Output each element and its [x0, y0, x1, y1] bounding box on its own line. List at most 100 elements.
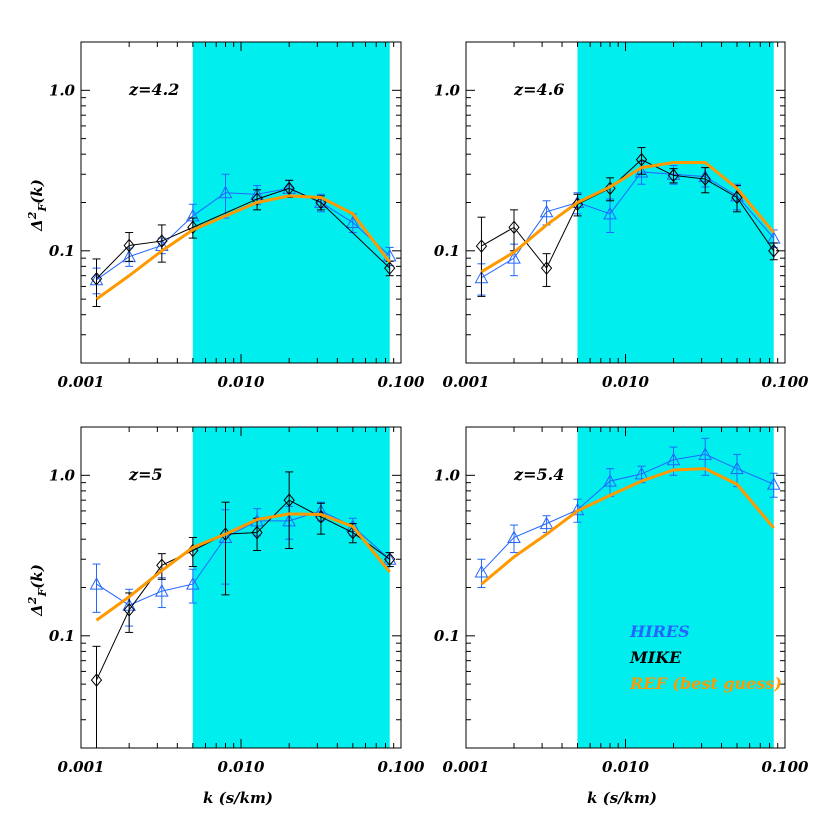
mike-point: [187, 220, 199, 235]
shaded-region: [192, 427, 390, 748]
mike-point: [156, 234, 168, 248]
mike-point: [283, 181, 295, 196]
y-tick-label: 1.0: [434, 466, 461, 484]
ylabel-tail: (k): [28, 564, 46, 589]
ylabel-main: Δ: [28, 219, 46, 232]
mike-point: [384, 552, 396, 567]
chart-panel: 0.001 0.010 0.100 0.1 1.0 z=4.2: [49, 41, 426, 391]
hires-point: [507, 530, 521, 543]
legend-ref: REF (best guess): [629, 674, 782, 693]
hires-point: [539, 204, 554, 218]
hires-point: [154, 584, 169, 597]
mike-point: [731, 190, 743, 205]
hires-point: [666, 452, 681, 466]
mike-point: [768, 244, 780, 258]
mike-point: [667, 168, 680, 183]
ref-line: [480, 161, 775, 274]
x-tick-label: 0.010: [602, 758, 650, 776]
hires-point: [730, 461, 744, 475]
svg-text:Δ2F(k): Δ2F(k): [26, 564, 49, 617]
hires-point: [89, 577, 104, 590]
mike-point: [90, 673, 103, 687]
hires-point: [698, 447, 713, 460]
chart-panel: 0.001 0.010 0.100 0.1 1.0 z=4.6: [434, 41, 810, 391]
hires-point: [218, 185, 233, 199]
y-tick-label: 0.1: [49, 627, 75, 645]
hires-point: [474, 564, 489, 578]
mike-point: [283, 493, 295, 507]
ylabel-tail: (k): [28, 179, 46, 204]
ylabel-main: Δ: [28, 604, 46, 617]
shaded-region: [577, 42, 774, 363]
shaded-region: [192, 42, 390, 363]
ylabel-sub: F: [36, 588, 49, 598]
y-tick-label: 1.0: [49, 81, 76, 99]
x-tick-label: 0.001: [443, 373, 490, 391]
ref-line: [95, 194, 391, 301]
x-tick-label: 0.010: [602, 373, 650, 391]
hires-line: [96, 510, 391, 606]
hires-point: [603, 474, 617, 487]
hires-point: [345, 215, 360, 229]
x-tick-label: 0.001: [443, 758, 490, 776]
svg-text:Δ2F(k): Δ2F(k): [26, 179, 49, 232]
hires-line: [481, 453, 774, 573]
y-tick-label: 1.0: [49, 466, 76, 484]
hires-point: [766, 477, 781, 490]
panel-label: z=4.2: [128, 80, 179, 99]
x-tick-label: 0.001: [58, 373, 105, 391]
ref-line: [480, 467, 775, 586]
y-tick-label: 0.1: [434, 627, 460, 645]
ylabel-sup: 2: [26, 211, 39, 220]
legend-mike: MIKE: [629, 648, 682, 667]
chart-panel: 0.001 0.010 0.100 0.1 1.0 z=5: [49, 426, 426, 776]
mike-point: [123, 603, 135, 617]
ref-line: [95, 512, 391, 622]
x-axis-title-left: k (s/km): [203, 789, 273, 807]
hires-point: [539, 516, 554, 530]
legend: HIRES MIKE REF (best guess): [629, 622, 782, 693]
x-tick-label: 0.001: [58, 758, 105, 776]
panel-label: z=5: [128, 465, 163, 484]
x-tick-label: 0.100: [378, 758, 426, 776]
hires-point: [603, 206, 617, 220]
x-tick-label: 0.100: [762, 758, 810, 776]
hires-point: [507, 251, 521, 264]
mike-point: [508, 220, 520, 235]
mike-point: [90, 271, 103, 286]
x-tick-label: 0.100: [378, 373, 426, 391]
mike-line: [481, 159, 775, 270]
hires-line: [96, 187, 391, 281]
mike-point: [384, 261, 396, 275]
mike-point: [251, 525, 263, 540]
y-tick-label: 1.0: [434, 81, 461, 99]
x-axis-title-right: k (s/km): [587, 789, 657, 807]
panel-label: z=4.6: [513, 80, 564, 99]
panel-label: z=5.4: [513, 465, 564, 484]
hires-point: [185, 577, 200, 590]
hires-point: [634, 164, 649, 178]
ylabel-sup: 2: [26, 596, 39, 605]
hires-line: [481, 171, 775, 279]
mike-point: [699, 172, 711, 186]
x-tick-label: 0.100: [762, 373, 810, 391]
mike-line: [96, 187, 391, 280]
y-axis-title-top: Δ2F(k): [26, 179, 49, 232]
y-tick-label: 0.1: [49, 242, 75, 260]
chart-panel: 0.001 0.010 0.100 0.1 1.0 z=5.4: [434, 426, 810, 776]
mike-point: [475, 239, 488, 253]
mike-line: [96, 499, 391, 681]
mike-point: [123, 238, 135, 253]
x-tick-label: 0.010: [218, 758, 266, 776]
mike-point: [540, 261, 553, 275]
mike-point: [635, 152, 648, 167]
y-tick-label: 0.1: [434, 242, 460, 260]
legend-hires: HIRES: [629, 622, 690, 641]
x-tick-label: 0.010: [218, 373, 266, 391]
hires-point: [634, 466, 649, 480]
ylabel-sub: F: [36, 203, 49, 213]
y-axis-title-bottom: Δ2F(k): [26, 564, 49, 617]
mike-point: [251, 192, 263, 206]
